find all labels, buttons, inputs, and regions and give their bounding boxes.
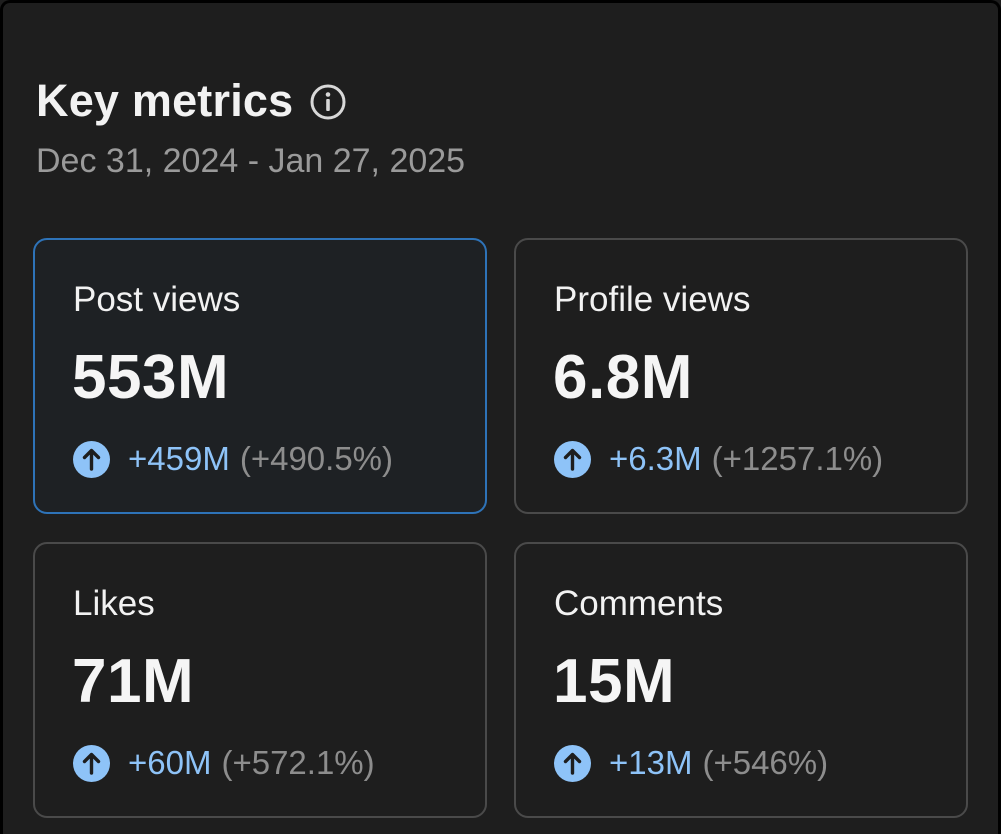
metric-percent: (+1257.1%) (711, 440, 884, 477)
title-row: Key metrics (36, 75, 465, 127)
metric-change: +6.3M (+1257.1%) (554, 440, 883, 478)
metric-label: Likes (73, 584, 155, 623)
date-range: Dec 31, 2024 - Jan 27, 2025 (36, 142, 466, 180)
metric-card-likes[interactable]: Likes 71M +60M (+572.1%) (33, 542, 487, 818)
metric-percent: (+572.1%) (221, 744, 375, 781)
metric-value: 15M (553, 647, 676, 716)
header: Key metrics Dec 31, 2024 - Jan 27, 2025 (36, 75, 465, 181)
metric-change: +459M (+490.5%) (73, 440, 393, 478)
metric-card-profile-views[interactable]: Profile views 6.8M +6.3M (+1257.1%) (514, 238, 968, 514)
metric-card-post-views[interactable]: Post views 553M +459M (+490.5%) (33, 238, 487, 514)
metric-change: +13M (+546%) (554, 744, 828, 782)
metric-label: Post views (73, 280, 241, 319)
metric-card-comments[interactable]: Comments 15M +13M (+546%) (514, 542, 968, 818)
info-icon[interactable] (309, 83, 347, 121)
metric-label: Comments (554, 584, 724, 623)
arrow-up-circle-icon (73, 440, 110, 478)
arrow-up-circle-icon (73, 744, 110, 782)
metric-value: 6.8M (553, 343, 693, 412)
metric-value: 553M (72, 343, 230, 412)
metric-delta: +459M (128, 440, 230, 477)
metric-delta: +13M (609, 744, 693, 781)
arrow-up-circle-icon (554, 440, 591, 478)
metric-delta: +6.3M (609, 440, 702, 477)
metric-value: 71M (72, 647, 195, 716)
metric-percent: (+546%) (702, 744, 829, 781)
metric-label: Profile views (554, 280, 751, 319)
metric-percent: (+490.5%) (239, 440, 394, 477)
metric-change: +60M (+572.1%) (73, 744, 375, 782)
metric-delta: +60M (128, 744, 212, 781)
page-title: Key metrics (36, 75, 294, 126)
arrow-up-circle-icon (554, 744, 591, 782)
